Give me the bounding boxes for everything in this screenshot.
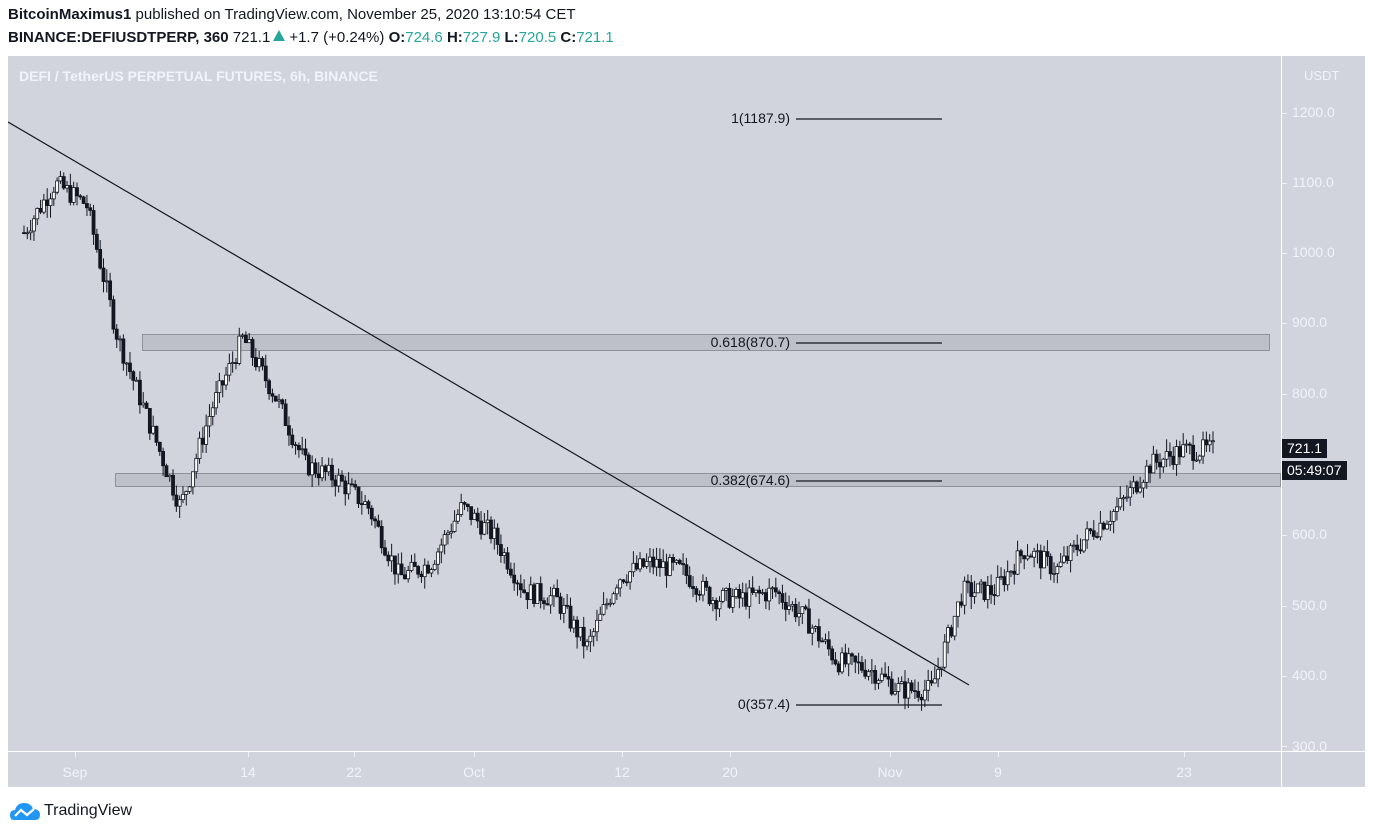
x-tick bbox=[890, 752, 891, 757]
x-label: 12 bbox=[614, 764, 630, 780]
x-label: 20 bbox=[722, 764, 738, 780]
fib-label-0: 0(357.4) bbox=[737, 696, 790, 712]
y-tick bbox=[1282, 113, 1287, 114]
candlestick-plot[interactable] bbox=[8, 56, 1281, 751]
x-tick bbox=[998, 752, 999, 757]
y-label: 1200.0 bbox=[1292, 104, 1335, 120]
chart-title: DEFI / TetherUS PERPETUAL FUTURES, 6h, B… bbox=[19, 68, 378, 84]
low-label: L: bbox=[504, 29, 519, 46]
y-label: 1100.0 bbox=[1292, 174, 1334, 190]
y-label: 300.0 bbox=[1292, 738, 1328, 754]
x-label: 9 bbox=[994, 764, 1002, 780]
y-tick bbox=[1282, 183, 1287, 184]
open-label: O: bbox=[388, 29, 406, 46]
y-label: 500.0 bbox=[1292, 597, 1328, 613]
up-arrow-icon bbox=[273, 30, 286, 41]
x-label: 23 bbox=[1176, 764, 1192, 780]
x-tick bbox=[1184, 752, 1185, 757]
y-label: 400.0 bbox=[1292, 667, 1328, 683]
support-zone[interactable] bbox=[115, 473, 1281, 487]
y-label: 600.0 bbox=[1292, 526, 1328, 542]
high-value: 727.9 bbox=[462, 29, 501, 46]
chart-frame[interactable]: DEFI / TetherUS PERPETUAL FUTURES, 6h, B… bbox=[8, 56, 1365, 787]
close-value: 721.1 bbox=[576, 29, 614, 46]
trendline[interactable] bbox=[8, 121, 970, 686]
x-tick bbox=[622, 752, 623, 757]
y-label: 1000.0 bbox=[1292, 244, 1335, 260]
bar-countdown-tag: 05:49:07 bbox=[1282, 461, 1347, 480]
author-name[interactable]: BitcoinMaximus1 bbox=[8, 6, 132, 23]
x-label: Nov bbox=[877, 764, 903, 780]
y-tick bbox=[1282, 676, 1287, 677]
x-tick bbox=[354, 752, 355, 757]
x-tick bbox=[75, 752, 76, 757]
x-label: 22 bbox=[346, 764, 362, 780]
price-axis-unit: USDT bbox=[1304, 68, 1340, 83]
y-tick bbox=[1282, 253, 1287, 254]
x-label: Sep bbox=[62, 764, 88, 780]
y-tick bbox=[1282, 606, 1287, 607]
x-tick bbox=[474, 752, 475, 757]
published-text: published on TradingView.com, November 2… bbox=[135, 6, 576, 23]
y-tick bbox=[1282, 746, 1287, 747]
x-tick bbox=[248, 752, 249, 757]
fib-label-0382: 0.382(674.6) bbox=[710, 472, 790, 488]
last-price-tag: 721.1 bbox=[1282, 439, 1328, 458]
x-label: 14 bbox=[240, 764, 256, 780]
price-axis-border bbox=[1281, 56, 1282, 787]
symbol-name: BINANCE:DEFIUSDTPERP, 360 bbox=[8, 29, 229, 46]
y-tick bbox=[1282, 323, 1287, 324]
low-value: 720.5 bbox=[518, 29, 557, 46]
candles bbox=[22, 170, 1215, 711]
price-change: +1.7 (+0.24%) bbox=[289, 29, 385, 46]
y-tick bbox=[1282, 535, 1287, 536]
x-tick bbox=[730, 752, 731, 757]
open-value: 724.6 bbox=[405, 29, 443, 46]
fib-label-0618: 0.618(870.7) bbox=[710, 334, 790, 350]
publish-info: BitcoinMaximus1 published on TradingView… bbox=[8, 6, 576, 23]
high-label: H: bbox=[446, 29, 463, 46]
time-axis-border bbox=[8, 751, 1365, 752]
y-label: 800.0 bbox=[1292, 385, 1328, 401]
y-label: 900.0 bbox=[1292, 314, 1328, 330]
footer-brand: TradingView bbox=[44, 802, 133, 819]
x-label: Oct bbox=[463, 764, 485, 780]
y-tick bbox=[1282, 394, 1287, 395]
last-price: 721.1 bbox=[232, 29, 271, 46]
symbol-info: BINANCE:DEFIUSDTPERP, 360 721.1 +1.7 (+0.… bbox=[8, 29, 614, 46]
tradingview-cloud-icon bbox=[10, 803, 40, 820]
tradingview-logo[interactable]: TradingView bbox=[10, 801, 132, 821]
resistance-zone[interactable] bbox=[142, 334, 1270, 351]
fib-label-1: 1(1187.9) bbox=[731, 110, 790, 126]
close-label: C: bbox=[560, 29, 577, 46]
